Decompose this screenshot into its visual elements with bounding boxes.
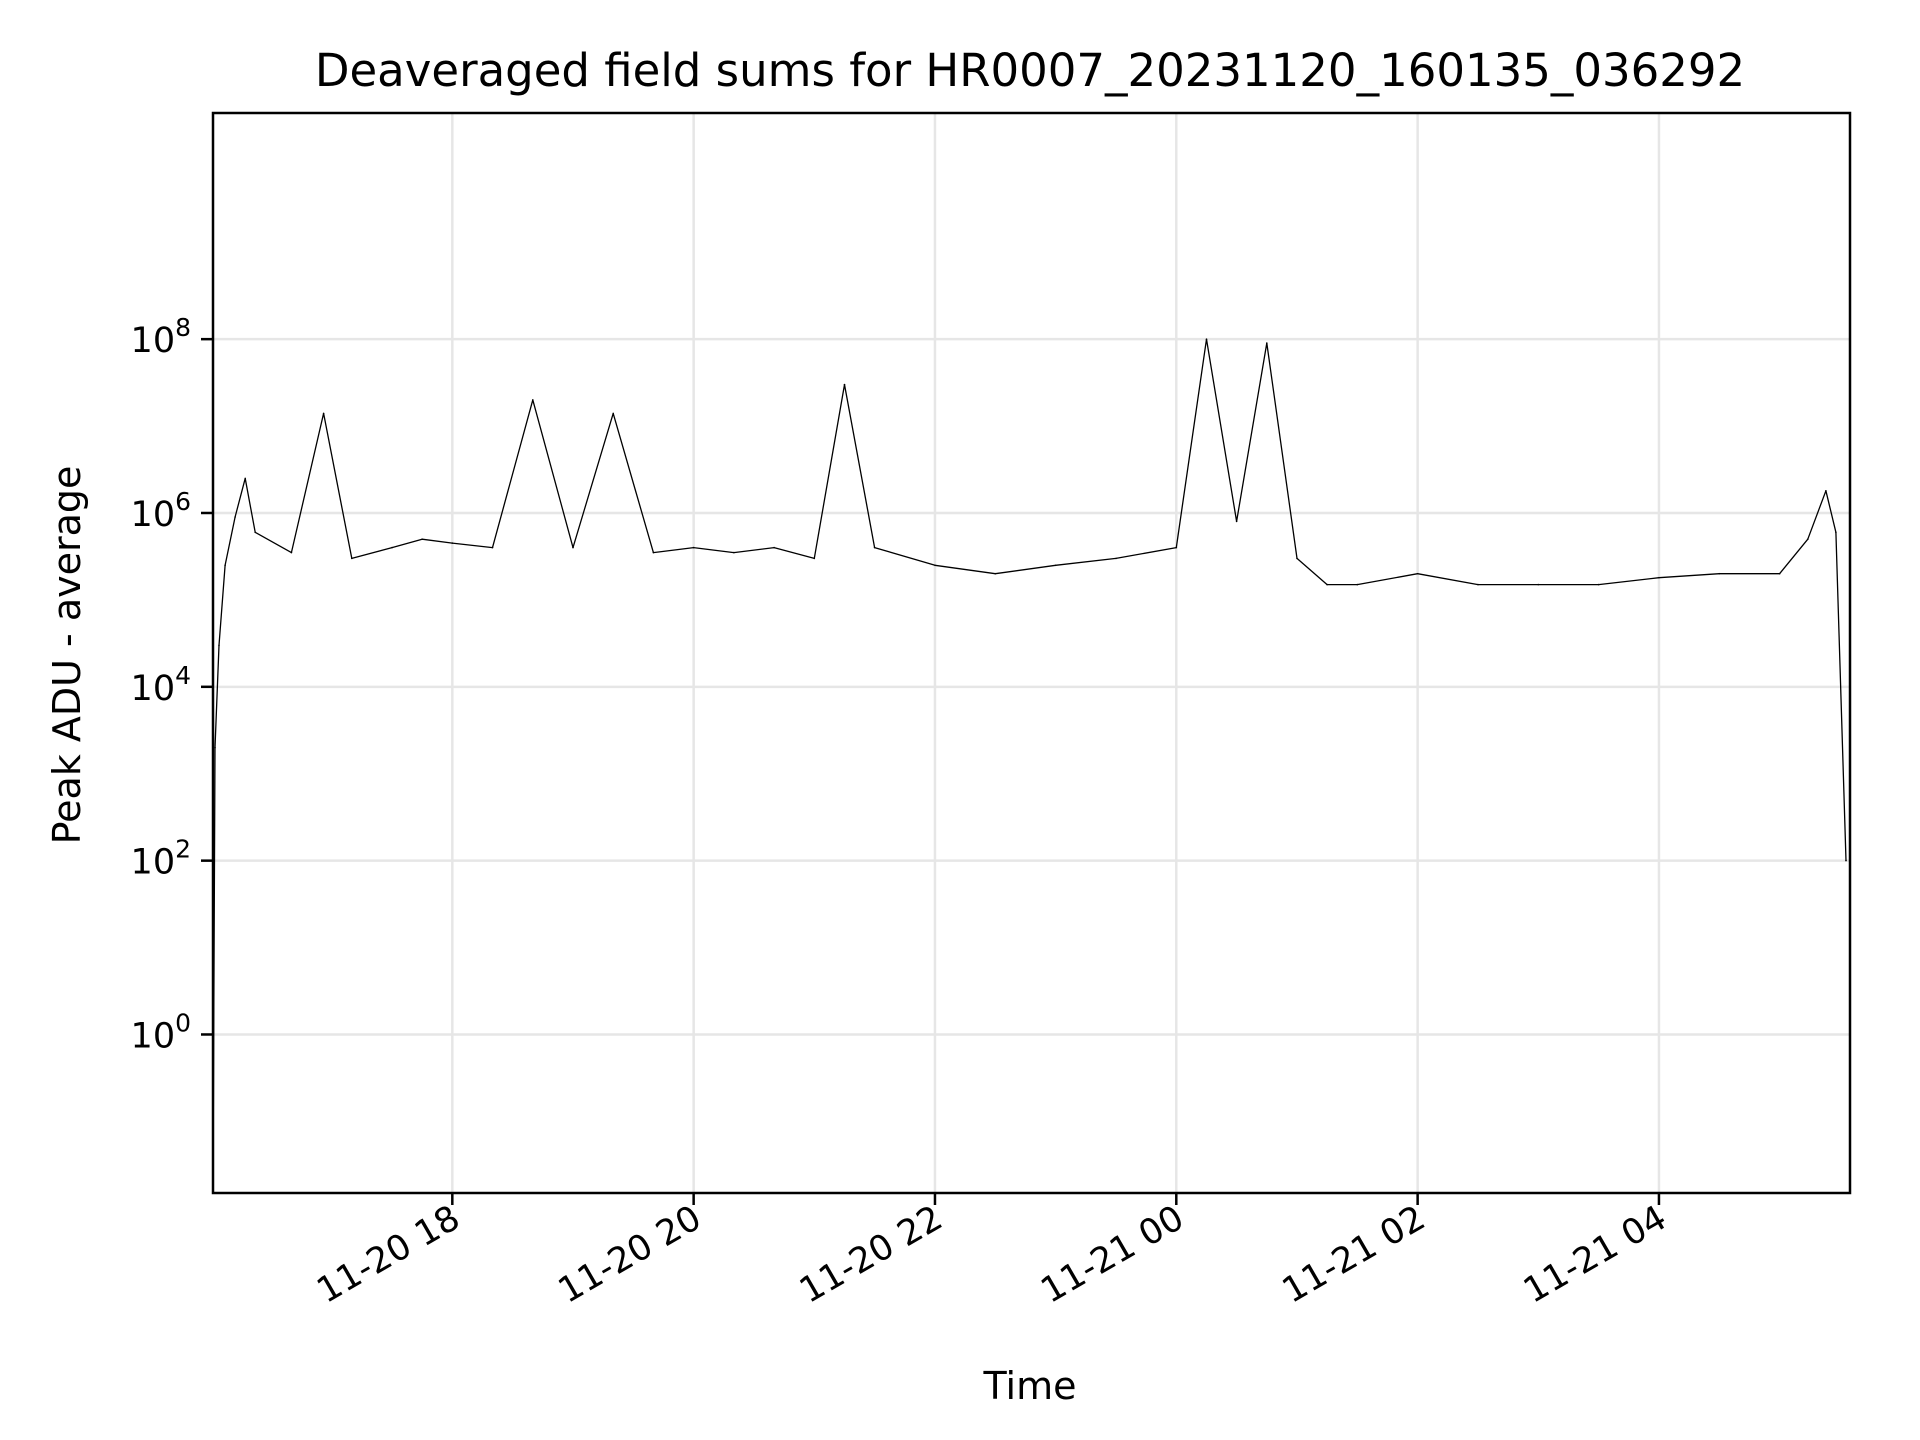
data-point [1477, 583, 1479, 586]
data-point [1416, 572, 1419, 575]
y-tick-base: 10 [131, 669, 176, 709]
data-point [873, 546, 876, 549]
data-point [1658, 576, 1660, 579]
data-point [1778, 572, 1781, 575]
data-point [322, 412, 325, 415]
y-tick-exponent: 4 [175, 661, 191, 690]
data-point [1718, 572, 1721, 575]
data-point [934, 564, 936, 567]
series-layer [212, 338, 1847, 1194]
data-point [218, 644, 220, 647]
data-point [572, 546, 574, 549]
data-point [843, 383, 846, 386]
y-tick-exponent: 2 [175, 835, 191, 864]
x-tick-label: 11-21 04 [1517, 1198, 1673, 1311]
data-point [1205, 338, 1208, 341]
y-tick-exponent: 8 [175, 313, 191, 342]
data-point [1825, 490, 1827, 492]
data-point [1845, 859, 1847, 862]
y-tick-base: 10 [131, 843, 176, 883]
y-tick-base: 10 [131, 495, 176, 535]
data-point [451, 542, 454, 544]
data-point [532, 399, 534, 401]
data-point [244, 477, 246, 480]
chart-title: Deaveraged field sums for HR0007_2023112… [315, 44, 1745, 97]
x-tick-label: 11-21 00 [1035, 1198, 1191, 1311]
data-point [421, 538, 423, 540]
x-axis: 11-20 18 11-20 20 11-20 22 11-21 00 11-21 02… [311, 1193, 1673, 1311]
data-point [1597, 583, 1600, 586]
x-tick-label: 11-21 02 [1276, 1198, 1432, 1311]
data-point [391, 546, 393, 549]
data-point [612, 412, 614, 415]
grid [213, 113, 1850, 1193]
data-point [1537, 583, 1540, 586]
y-axis-label: Peak ADU - average [45, 466, 89, 845]
data-point [1296, 557, 1298, 560]
y-tick-exponent: 0 [175, 1008, 191, 1037]
data-point [491, 546, 494, 549]
data-point [1235, 520, 1238, 523]
y-tick-label: 104 [131, 661, 191, 709]
y-tick-base: 10 [131, 1016, 176, 1056]
y-tick-base: 10 [131, 321, 176, 361]
plot-frame [211, 111, 1852, 1195]
data-point [652, 551, 655, 554]
data-point [1326, 583, 1328, 586]
y-tick-label: 106 [131, 487, 191, 535]
data-point [290, 551, 293, 554]
y-tick-label: 108 [131, 313, 191, 361]
y-tick-label: 100 [131, 1008, 191, 1056]
data-point [813, 557, 816, 560]
data-point [1115, 557, 1117, 560]
data-point [692, 546, 695, 549]
data-point [773, 546, 775, 549]
data-point [994, 572, 997, 575]
x-tick-label: 11-20 20 [552, 1198, 708, 1311]
data-point [351, 557, 353, 560]
data-point [1807, 538, 1809, 540]
y-tick-label: 102 [131, 835, 191, 883]
y-tick-exponent: 6 [175, 487, 191, 516]
data-point [733, 551, 735, 554]
data-point [224, 564, 226, 567]
data-point [234, 516, 236, 518]
x-axis-label: Time [983, 1364, 1077, 1408]
data-point [1266, 342, 1268, 344]
x-tick-label: 11-20 18 [311, 1198, 467, 1311]
series-line [212, 338, 1847, 1194]
data-point [1175, 546, 1178, 549]
x-tick-label: 11-20 22 [793, 1198, 949, 1311]
data-point [1356, 583, 1359, 586]
data-point [254, 531, 256, 534]
data-point [214, 746, 216, 749]
data-point [1835, 531, 1837, 534]
data-point [1054, 564, 1057, 567]
